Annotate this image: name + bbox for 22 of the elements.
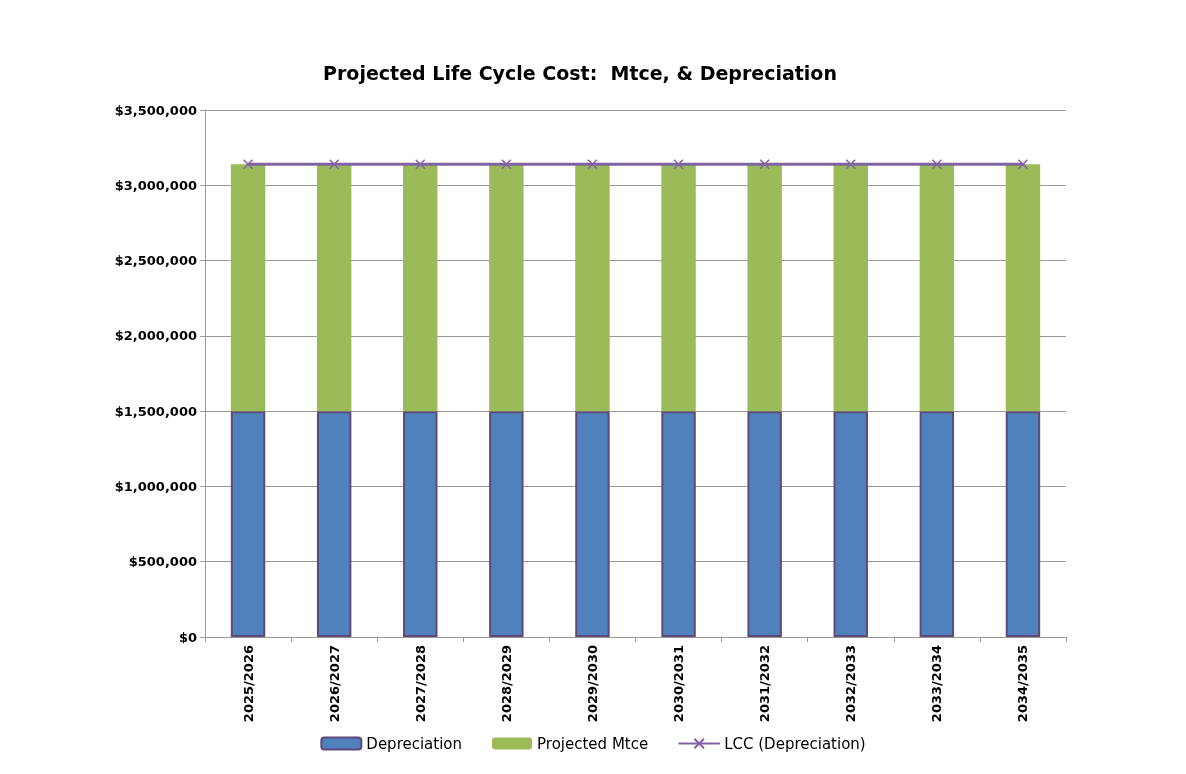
y-tick-label: $2,500,000: [114, 253, 197, 269]
x-tick-label: 2029/2030: [584, 645, 600, 723]
x-tick-label: 2031/2032: [757, 645, 773, 723]
y-tick-label: $3,000,000: [114, 177, 197, 193]
y-tick-label: $1,500,000: [114, 403, 197, 419]
y-tick-label: $0: [178, 629, 197, 645]
x-tick-label: 2025/2026: [240, 645, 256, 723]
chart-title: Projected Life Cycle Cost: Mtce, & Depreciation: [323, 61, 837, 84]
legend-label: Projected Mtce: [537, 734, 649, 753]
x-tick-label: 2034/2035: [1015, 645, 1031, 723]
y-tick-label: $2,000,000: [114, 328, 197, 344]
x-tick-label: 2030/2031: [671, 645, 687, 723]
y-tick-label: $3,500,000: [114, 102, 197, 118]
x-tick-label: 2033/2034: [929, 645, 945, 723]
x-tick-label: 2032/2033: [843, 645, 859, 723]
x-tick-label: 2028/2029: [498, 645, 514, 723]
legend-label: LCC (Depreciation): [724, 734, 866, 753]
x-tick-label: 2026/2027: [326, 645, 342, 723]
x-tick-label: 2027/2028: [412, 645, 428, 723]
legend-label: Depreciation: [366, 734, 463, 753]
y-tick-label: $1,000,000: [114, 478, 197, 494]
y-tick-label: $500,000: [128, 554, 197, 570]
